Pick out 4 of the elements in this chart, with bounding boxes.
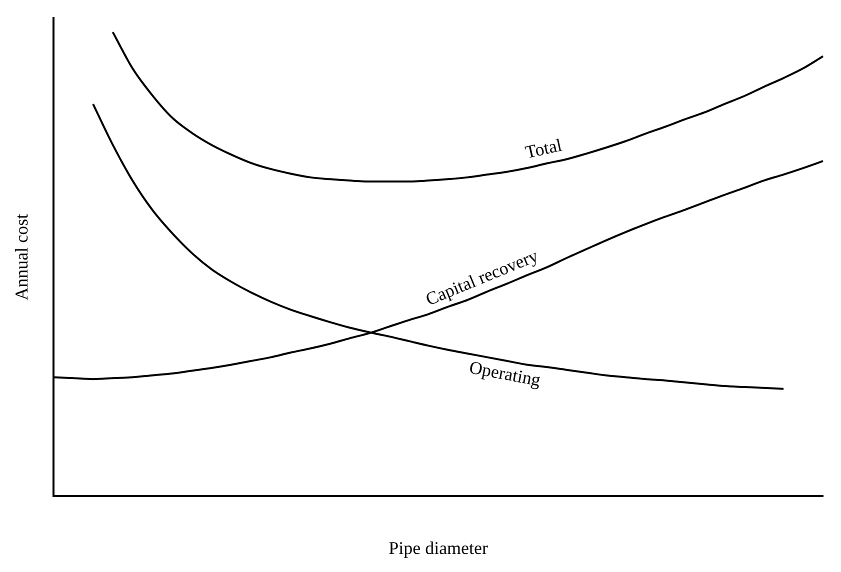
text: Total xyxy=(523,134,564,162)
x-axis-title: Pipe diameter xyxy=(388,538,488,558)
y-axis-title: Annual cost xyxy=(12,214,32,300)
text: Operating xyxy=(468,357,542,390)
